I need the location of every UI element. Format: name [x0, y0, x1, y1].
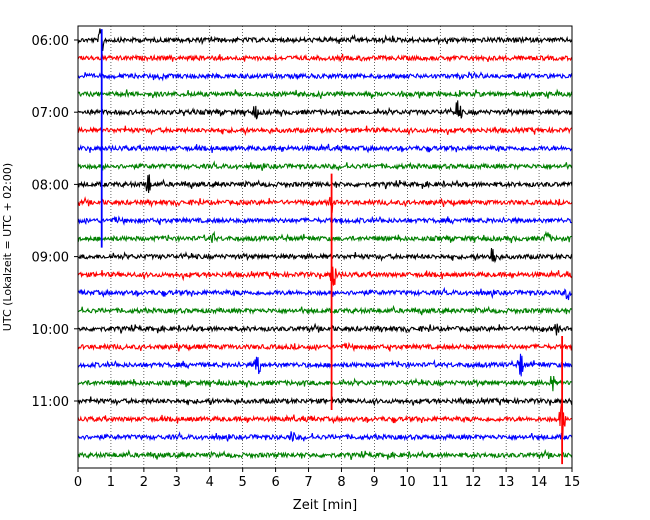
x-tick-label: 1 [107, 475, 115, 490]
x-tick-label: 12 [465, 475, 482, 490]
x-tick-label: 9 [370, 475, 378, 490]
x-axis: 0 1 2 3 4 5 6 7 8 9 10 11 12 13 14 15 [74, 468, 580, 490]
trace-1015 [77, 341, 573, 353]
trace-0930 [77, 286, 573, 301]
trace-0600 [77, 28, 573, 51]
y-axis: 06:00 07:00 08:00 09:00 10:00 11:00 [32, 34, 78, 410]
trace-0630 [77, 71, 573, 82]
y-tick-label: 10:00 [32, 323, 69, 338]
y-tick-label: 06:00 [32, 34, 69, 49]
plot-frame [77, 25, 573, 469]
trace-0845 [77, 230, 573, 244]
x-tick-label: 7 [304, 475, 312, 490]
trace-1000 [77, 322, 573, 336]
trace-0715 [77, 125, 573, 137]
event-lines [100, 29, 564, 465]
x-tick-label: 15 [564, 475, 581, 490]
x-tick-label: 6 [271, 475, 279, 490]
y-axis-label: UTC (Lokalzeit = UTC + 02:00) [1, 163, 14, 331]
x-tick-label: 5 [239, 475, 247, 490]
x-axis-label: Zeit [min] [293, 498, 357, 513]
x-tick-label: 0 [74, 475, 82, 490]
trace-0900 [77, 247, 573, 264]
trace-0745 [77, 160, 573, 171]
trace-1130 [77, 431, 573, 443]
trace-0830 [77, 215, 572, 226]
trace-0700 [77, 100, 573, 120]
x-tick-label: 8 [337, 475, 345, 490]
trace-0645 [77, 88, 573, 99]
y-tick-label: 08:00 [32, 178, 69, 193]
trace-0915 [77, 266, 573, 286]
x-tick-label: 11 [432, 475, 449, 490]
trace-1145 [77, 448, 573, 460]
x-tick-label: 14 [531, 475, 548, 490]
trace-0815 [77, 196, 573, 214]
x-tick-label: 3 [173, 475, 181, 490]
y-tick-label: 11:00 [32, 395, 69, 410]
trace-0945 [77, 304, 573, 316]
trace-0615 [77, 53, 573, 63]
x-tick-label: 13 [498, 475, 515, 490]
x-tick-label: 2 [140, 475, 148, 490]
y-tick-label: 07:00 [32, 106, 69, 121]
trace-1100 [77, 396, 573, 407]
trace-1030 [77, 353, 573, 377]
x-tick-label: 4 [206, 475, 214, 490]
trace-0730 [77, 143, 573, 154]
y-tick-label: 09:00 [32, 251, 69, 266]
trace-1045 [77, 375, 573, 392]
trace-1115 [77, 403, 573, 438]
x-tick-label: 10 [399, 475, 416, 490]
plot-area [78, 26, 572, 468]
trace-series [77, 28, 573, 460]
trace-0800 [77, 174, 573, 194]
